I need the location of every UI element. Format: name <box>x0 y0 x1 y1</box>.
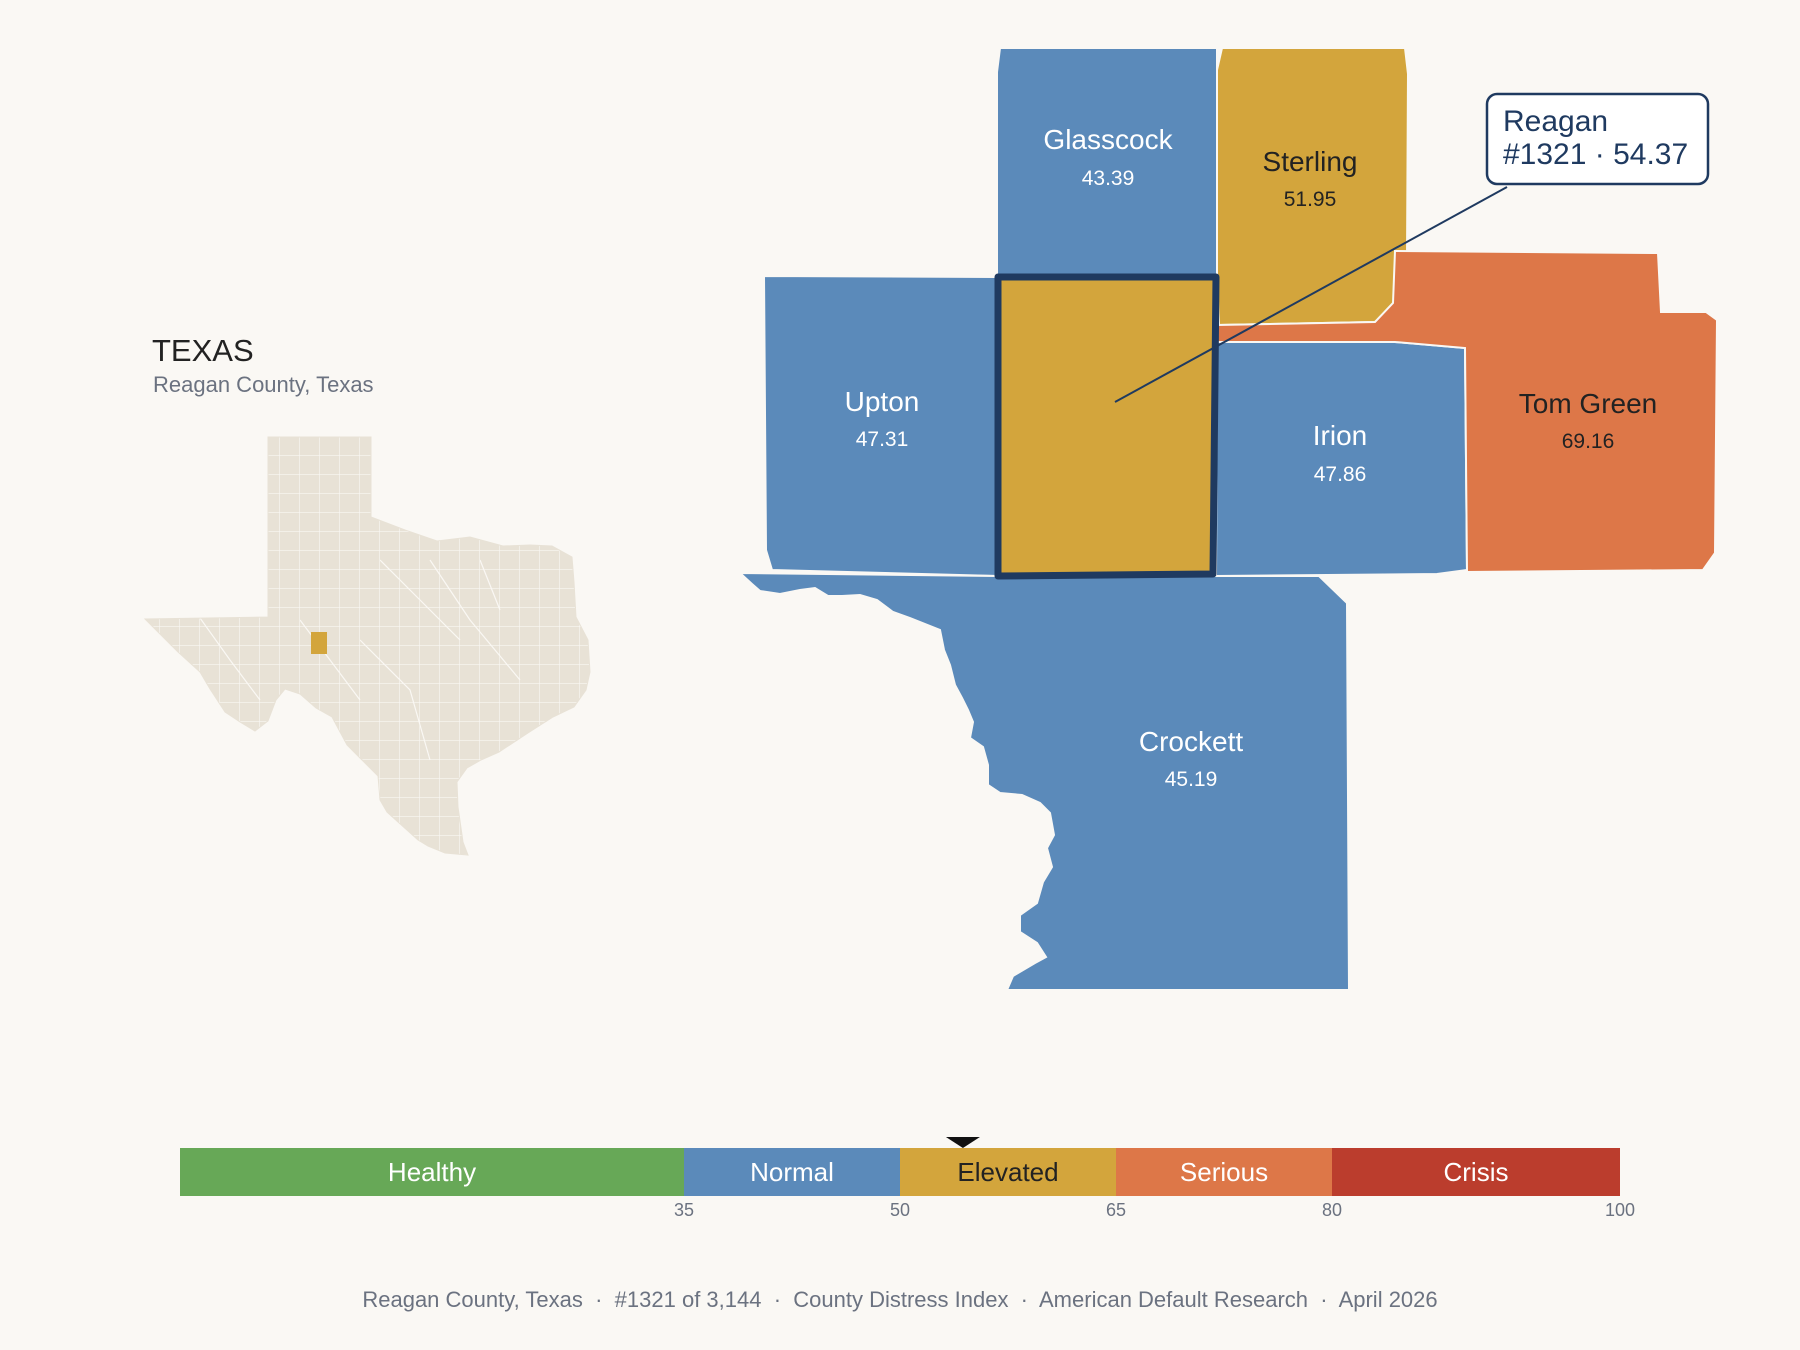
legend-tick-65: 65 <box>1106 1200 1126 1220</box>
label-crockett-name: Crockett <box>1139 726 1243 757</box>
state-inset: TEXAS Reagan County, Texas <box>143 333 591 856</box>
legend-tick-50: 50 <box>890 1200 910 1220</box>
legend-label-serious: Serious <box>1180 1157 1268 1187</box>
label-tom-green-name: Tom Green <box>1519 388 1658 419</box>
legend-band-normal <box>684 1148 900 1196</box>
legend-bar: Healthy Normal Elevated Serious Crisis 35 50 65… <box>180 1137 1635 1220</box>
county-glasscock[interactable] <box>996 47 1218 278</box>
legend-label-elevated: Elevated <box>957 1157 1058 1187</box>
county-reagan[interactable] <box>994 273 1220 580</box>
inset-reagan-highlight <box>311 632 327 654</box>
legend-band-elevated <box>900 1148 1116 1196</box>
label-sterling-name: Sterling <box>1263 146 1358 177</box>
county-labels: Glasscock 43.39 Sterling 51.95 Upton 47.… <box>845 124 1658 791</box>
label-upton-name: Upton <box>845 386 920 417</box>
reagan-callout: Reagan #1321 · 54.37 <box>1114 92 1710 403</box>
state-subtitle: Reagan County, Texas <box>153 372 374 397</box>
legend-tick-80: 80 <box>1322 1200 1342 1220</box>
legend-marker <box>945 1137 980 1148</box>
county-crockett[interactable] <box>737 571 1351 991</box>
label-tom-green-value: 69.16 <box>1562 430 1615 453</box>
county-irion[interactable] <box>1214 341 1469 578</box>
callout-leader-line <box>1114 186 1508 403</box>
callout-box <box>1485 92 1710 186</box>
county-upton[interactable] <box>762 274 998 578</box>
legend-label-normal: Normal <box>750 1157 834 1187</box>
legend-label-healthy: Healthy <box>388 1157 476 1187</box>
county-tom-green[interactable] <box>1216 249 1719 574</box>
footer-text: Reagan County, Texas · #1321 of 3,144 · … <box>362 1287 1437 1312</box>
legend-band-crisis <box>1332 1148 1620 1196</box>
legend-band-healthy <box>180 1148 684 1196</box>
callout-line2: #1321 · 54.37 <box>1503 138 1688 171</box>
label-glasscock-name: Glasscock <box>1043 124 1173 155</box>
label-upton-value: 47.31 <box>856 428 909 451</box>
legend-tick-100: 100 <box>1605 1200 1635 1220</box>
callout-line1: Reagan <box>1503 105 1608 138</box>
state-title: TEXAS <box>152 333 254 368</box>
label-irion-value: 47.86 <box>1314 463 1367 486</box>
legend-band-serious <box>1116 1148 1332 1196</box>
label-irion-name: Irion <box>1313 420 1367 451</box>
label-glasscock-value: 43.39 <box>1082 167 1135 190</box>
counties <box>737 47 1719 991</box>
legend-label-crisis: Crisis <box>1444 1157 1509 1187</box>
texas-outline <box>143 436 591 856</box>
county-sterling[interactable] <box>1216 47 1410 327</box>
legend-tick-35: 35 <box>674 1200 694 1220</box>
label-crockett-value: 45.19 <box>1165 768 1218 791</box>
label-sterling-value: 51.95 <box>1284 188 1337 211</box>
